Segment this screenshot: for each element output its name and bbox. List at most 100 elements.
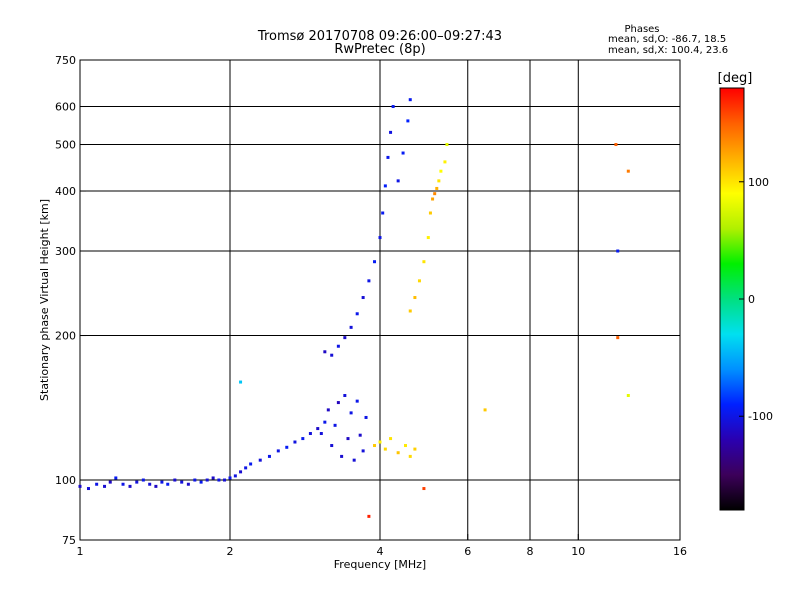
x-axis-ticks: 1 2 4 6 8 10 16	[77, 534, 687, 558]
data-point	[396, 451, 400, 455]
data-point	[381, 211, 385, 215]
data-point	[389, 130, 393, 134]
data-point	[616, 336, 620, 340]
y-tick-label: 600	[55, 101, 76, 114]
data-point	[426, 236, 430, 240]
x-tick-label: 2	[227, 545, 234, 558]
data-point	[361, 296, 365, 300]
data-point	[121, 482, 125, 486]
data-point	[422, 487, 426, 491]
y-tick-label: 75	[62, 534, 76, 547]
data-point	[308, 432, 312, 436]
data-point	[336, 401, 340, 405]
data-point	[408, 98, 412, 102]
data-point	[154, 484, 158, 488]
data-point	[233, 474, 237, 478]
data-point	[166, 482, 170, 486]
colorbar-tick-label: 100	[748, 176, 769, 189]
data-point	[323, 350, 327, 354]
data-point	[301, 437, 305, 441]
y-tick-label: 500	[55, 139, 76, 152]
data-point	[316, 427, 320, 431]
data-point	[389, 437, 393, 441]
data-point	[367, 279, 371, 283]
x-tick-label: 16	[673, 545, 687, 558]
x-tick-label: 1	[77, 545, 84, 558]
data-point	[401, 151, 405, 155]
phases-mean-o: mean, sd,O: -86.7, 18.5	[608, 34, 726, 45]
data-point	[141, 478, 145, 482]
data-point	[211, 476, 215, 480]
x-tick-label: 6	[464, 545, 471, 558]
y-tick-label: 200	[55, 330, 76, 343]
data-points	[78, 98, 630, 518]
data-point	[443, 160, 447, 164]
data-point	[186, 482, 190, 486]
data-point	[361, 449, 365, 453]
data-point	[86, 487, 90, 491]
data-point	[391, 105, 395, 109]
data-point	[223, 478, 227, 482]
colorbar-tick-label: -100	[748, 410, 773, 423]
data-point	[373, 260, 377, 264]
chart-title: Tromsø 20170708 09:26:00–09:27:43	[257, 29, 502, 44]
data-point	[616, 249, 620, 253]
data-point	[319, 432, 323, 436]
gridlines	[80, 60, 680, 540]
data-point	[413, 296, 417, 300]
data-point	[352, 458, 356, 462]
y-tick-label: 100	[55, 474, 76, 487]
data-point	[378, 236, 382, 240]
data-point	[148, 482, 152, 486]
data-point	[205, 478, 209, 482]
data-point	[267, 454, 271, 458]
data-point	[173, 478, 177, 482]
data-point	[349, 411, 353, 415]
data-point	[217, 478, 221, 482]
data-point	[386, 155, 390, 159]
data-point	[626, 394, 630, 398]
data-point	[193, 478, 197, 482]
data-point	[135, 480, 139, 484]
data-point	[626, 169, 630, 173]
data-point	[406, 119, 410, 123]
data-point	[437, 179, 441, 183]
data-point	[413, 447, 417, 451]
data-point	[199, 480, 203, 484]
data-point	[408, 454, 412, 458]
x-axis-label: Frequency [MHz]	[334, 558, 426, 571]
data-point	[276, 449, 280, 453]
y-tick-label: 300	[55, 245, 76, 258]
data-point	[349, 325, 353, 329]
data-point	[336, 344, 340, 348]
data-point	[383, 184, 387, 188]
data-point	[330, 444, 334, 448]
data-point	[367, 514, 371, 518]
data-point	[355, 399, 359, 403]
x-tick-label: 10	[571, 545, 585, 558]
data-point	[326, 408, 330, 412]
chart-subtitle: RwPretec (8p)	[334, 42, 425, 57]
data-point	[439, 169, 443, 173]
data-point	[180, 480, 184, 484]
y-tick-label: 750	[55, 54, 76, 67]
data-point	[244, 466, 248, 470]
data-point	[333, 423, 337, 427]
data-point	[433, 192, 437, 196]
data-point	[114, 476, 118, 480]
data-point	[378, 440, 382, 444]
data-point	[417, 279, 421, 283]
data-point	[428, 211, 432, 215]
data-point	[160, 480, 164, 484]
data-point	[408, 309, 412, 313]
data-point	[239, 380, 243, 384]
x-tick-label: 8	[527, 545, 534, 558]
data-point	[128, 484, 132, 488]
data-point	[355, 312, 359, 316]
data-point	[396, 179, 400, 183]
data-point	[445, 143, 449, 147]
y-tick-label: 400	[55, 185, 76, 198]
y-axis-ticks: 75 100 200 300 400 500 600 750	[55, 54, 86, 547]
data-point	[330, 353, 334, 357]
data-point	[293, 440, 297, 444]
